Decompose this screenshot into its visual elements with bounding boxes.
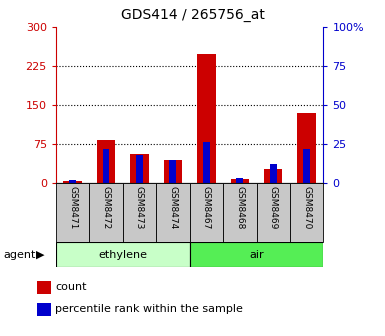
Bar	[136, 155, 143, 183]
Bar	[37, 281, 51, 294]
Bar	[102, 149, 109, 183]
Bar	[298, 113, 316, 183]
Text: air: air	[249, 250, 264, 259]
Bar	[197, 54, 216, 183]
Bar	[169, 160, 176, 183]
FancyBboxPatch shape	[156, 183, 189, 242]
Bar	[69, 180, 76, 183]
Bar	[64, 180, 82, 183]
FancyBboxPatch shape	[123, 183, 156, 242]
FancyBboxPatch shape	[256, 183, 290, 242]
Bar	[270, 164, 277, 183]
Text: GSM8474: GSM8474	[168, 186, 177, 229]
Bar	[130, 155, 149, 183]
FancyBboxPatch shape	[189, 183, 223, 242]
Text: GSM8473: GSM8473	[135, 186, 144, 229]
Text: GSM8468: GSM8468	[235, 186, 244, 229]
Text: GSM8467: GSM8467	[202, 186, 211, 229]
FancyBboxPatch shape	[56, 183, 89, 242]
Text: ethylene: ethylene	[98, 250, 147, 259]
Text: GSM8470: GSM8470	[302, 186, 311, 229]
FancyBboxPatch shape	[89, 183, 123, 242]
FancyBboxPatch shape	[223, 183, 256, 242]
Text: count: count	[55, 282, 87, 292]
Text: GSM8472: GSM8472	[102, 186, 110, 229]
Bar	[231, 179, 249, 183]
Text: GSM8471: GSM8471	[68, 186, 77, 229]
Text: agent: agent	[4, 250, 36, 259]
Text: percentile rank within the sample: percentile rank within the sample	[55, 304, 243, 314]
Bar	[236, 178, 243, 183]
Bar	[264, 169, 283, 183]
Bar	[203, 142, 210, 183]
FancyBboxPatch shape	[56, 242, 189, 267]
Text: ▶: ▶	[36, 250, 45, 259]
Bar	[164, 160, 182, 183]
Bar	[37, 303, 51, 316]
FancyBboxPatch shape	[290, 183, 323, 242]
Text: GSM8469: GSM8469	[269, 186, 278, 229]
Bar	[97, 140, 115, 183]
Bar	[303, 149, 310, 183]
FancyBboxPatch shape	[189, 242, 323, 267]
Text: GDS414 / 265756_at: GDS414 / 265756_at	[121, 8, 264, 23]
